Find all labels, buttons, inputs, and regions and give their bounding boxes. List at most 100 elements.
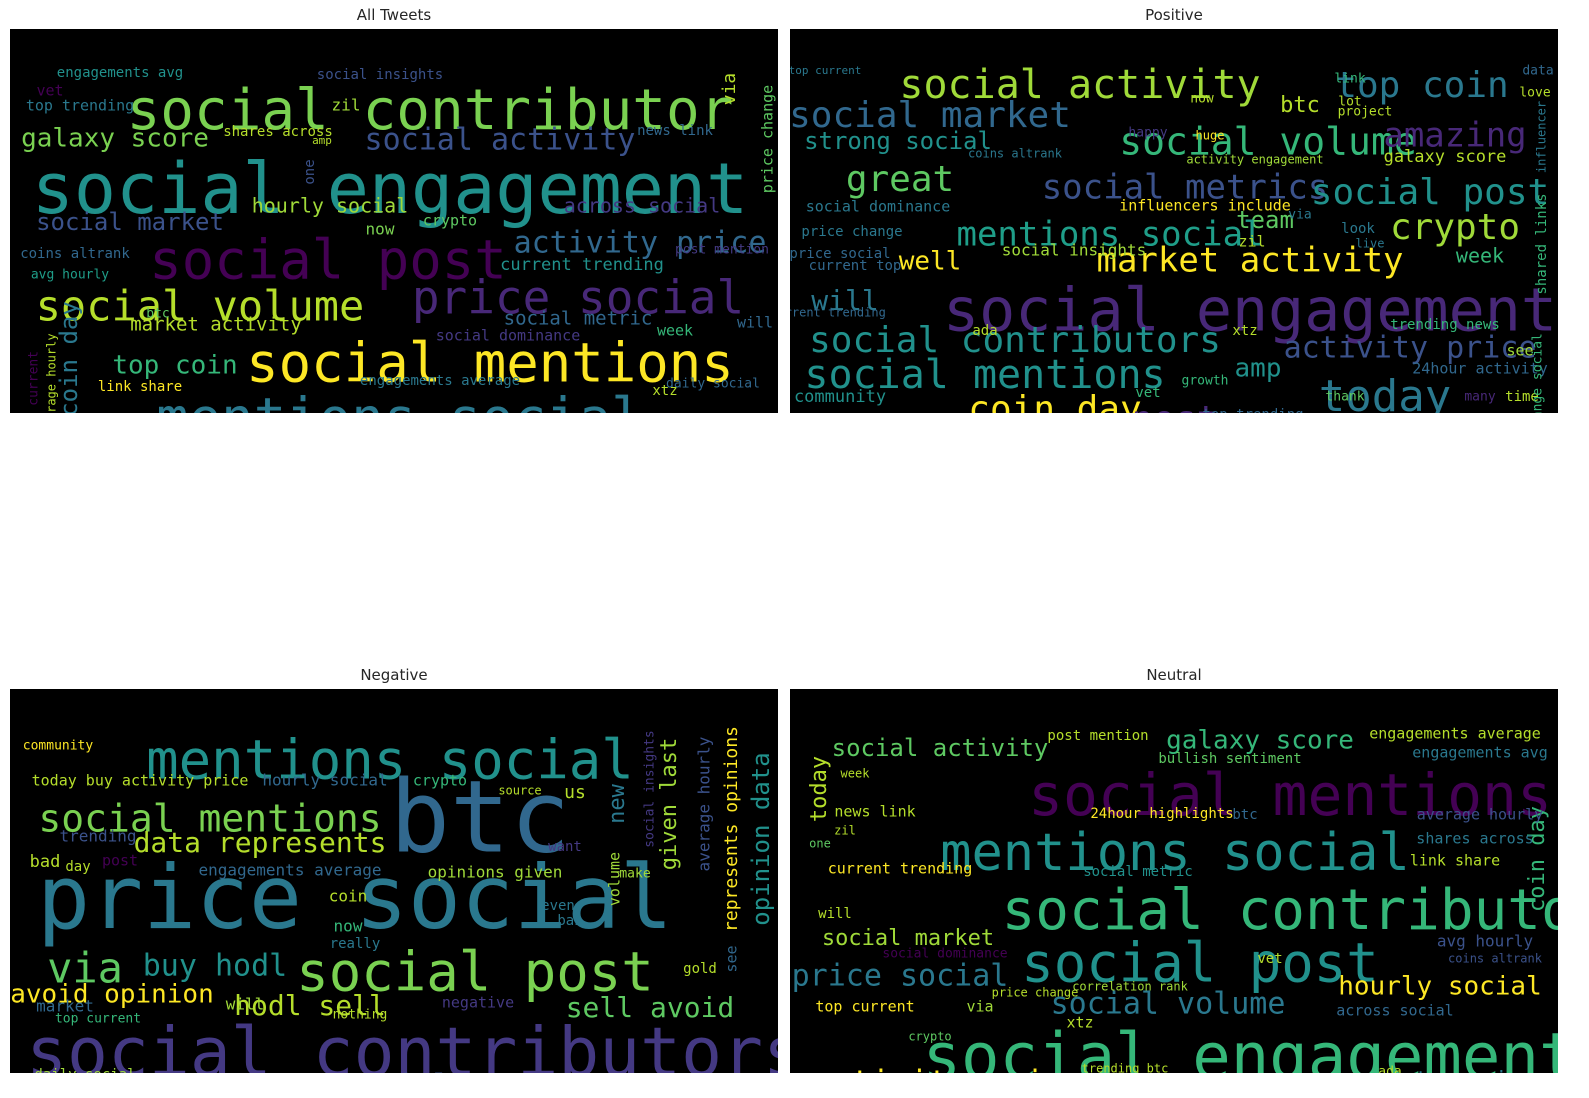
- cloud-word: strong social: [804, 127, 992, 155]
- cloud-word: change social: [1531, 333, 1546, 413]
- cloud-word: price change: [992, 986, 1079, 1000]
- cloud-word: social volume: [1119, 120, 1416, 164]
- cloud-word: social market: [790, 95, 1071, 136]
- cloud-word: data represents: [134, 826, 387, 859]
- cloud-word: influencer: [1535, 101, 1549, 173]
- cloud-word: trending btc: [1082, 1062, 1169, 1074]
- cloud-word: engagements average: [360, 373, 520, 389]
- cloud-word: hourly social: [252, 194, 409, 218]
- cloud-word: correlation rank: [1072, 980, 1188, 994]
- cloud-word: top coin: [112, 351, 237, 381]
- cloud-word: social contributors: [809, 320, 1221, 361]
- wordcloud-negative: price social btc mentions social social men…: [10, 689, 778, 1073]
- cloud-word: price change: [759, 85, 777, 193]
- cloud-word: huge: [1196, 129, 1225, 143]
- cloud-word: team: [1236, 206, 1294, 234]
- cloud-word: trending news: [1390, 317, 1500, 333]
- cloud-word: social mentions: [804, 352, 1165, 398]
- cloud-word: link: [1334, 72, 1365, 87]
- cloud-word: average hourly: [45, 333, 59, 413]
- cloud-word: price social: [792, 959, 1009, 994]
- cloud-word: link share: [98, 379, 182, 395]
- cloud-word: lot: [1338, 95, 1361, 110]
- cloud-word: mentions social: [156, 387, 644, 413]
- panel-title-neutral: Neutral: [1146, 666, 1202, 684]
- cloud-word: market activity: [130, 314, 302, 336]
- cloud-word: today: [1319, 371, 1451, 413]
- cloud-word: opinion data: [747, 752, 775, 925]
- cloud-word: thank: [1325, 390, 1364, 405]
- cloud-word: social metric: [1083, 864, 1193, 880]
- wordcloud-positive: social activity social market top coin stro…: [790, 29, 1558, 413]
- cloud-word: social post: [149, 229, 507, 292]
- cloud-word: project: [1338, 105, 1393, 120]
- cloud-word: nothing: [333, 1008, 388, 1023]
- cloud-word: will: [811, 284, 878, 317]
- cloud-word: social mentions: [246, 332, 734, 395]
- cloud-word: influencers include: [1119, 197, 1291, 215]
- cloud-word: top trending: [1202, 407, 1303, 413]
- cloud-word: engagements average: [198, 861, 381, 880]
- cloud-word: 24hour activity: [1412, 360, 1547, 378]
- cloud-word: post: [102, 852, 138, 870]
- cloud-word: coin day: [55, 301, 83, 413]
- cloud-word: zil: [1238, 233, 1265, 251]
- cloud-word: xtz: [1232, 323, 1257, 339]
- cloud-word: bad: [30, 852, 61, 872]
- cloud-word: today: [673, 409, 757, 413]
- cloud-word: average hourly: [1417, 806, 1543, 824]
- cloud-word: xtz: [652, 383, 677, 399]
- cloud-word: engagements avg: [57, 65, 183, 81]
- cloud-word: will: [737, 314, 773, 332]
- cloud-word: want: [548, 839, 582, 855]
- cloud-word: via: [966, 998, 993, 1016]
- cloud-word: galaxy score: [1384, 147, 1507, 167]
- cloud-word: us: [564, 782, 586, 803]
- cloud-word: post mention: [1047, 728, 1148, 744]
- cloud-word: bullish sentiment: [1158, 751, 1301, 767]
- cloud-word: mentions social: [146, 729, 634, 792]
- cloud-word: daily social: [34, 1067, 135, 1073]
- cloud-word: price change: [801, 224, 902, 240]
- cloud-word: engagements avg: [1412, 744, 1547, 762]
- cloud-word: shares across: [223, 124, 333, 140]
- cloud-word: ada: [1378, 1065, 1401, 1074]
- cloud-word: day: [65, 859, 90, 875]
- cloud-word: current top: [809, 258, 902, 274]
- cloud-word: price social: [790, 246, 891, 262]
- cloud-word: time: [1505, 389, 1539, 405]
- cloud-word: zil: [332, 96, 361, 115]
- cloud-word: xtz: [1066, 1014, 1093, 1032]
- cloud-word: avg hourly: [1437, 932, 1534, 951]
- cloud-word: social activity: [832, 734, 1049, 762]
- wordcloud-all-tweets: social engagement social contributor socia…: [10, 29, 778, 413]
- cloud-word: btc: [1232, 807, 1257, 823]
- cloud-word: live: [1356, 237, 1385, 251]
- wordcloud-neutral: social mentions mentions social social con…: [790, 689, 1558, 1073]
- cloud-word: now: [366, 220, 395, 239]
- cloud-word: coin day: [968, 389, 1141, 413]
- cloud-word: social post: [296, 941, 654, 1004]
- cloud-word: avoid opinion: [10, 980, 214, 1010]
- cloud-word: social post: [1311, 172, 1549, 213]
- cloud-word: now: [1190, 92, 1214, 107]
- cloud-word: top trending: [26, 97, 134, 115]
- cloud-word: volume: [606, 852, 624, 906]
- cloud-word: see: [1506, 342, 1533, 360]
- cloud-word: market: [36, 997, 94, 1016]
- cloud-word: amp: [312, 134, 332, 147]
- cloud-word: ada: [972, 323, 997, 339]
- cloud-word: coins altrank: [968, 147, 1063, 161]
- cloud-word: news link: [834, 803, 915, 821]
- cloud-word: even: [541, 898, 575, 914]
- cloud-word: coin day: [1525, 806, 1550, 912]
- cloud-word: btc: [1280, 93, 1320, 118]
- cloud-word: make: [619, 867, 650, 882]
- cloud-word: coin: [329, 887, 368, 906]
- cloud-word: social post: [1021, 932, 1379, 995]
- cloud-word: zil: [834, 824, 856, 838]
- cloud-word: across social: [564, 194, 721, 218]
